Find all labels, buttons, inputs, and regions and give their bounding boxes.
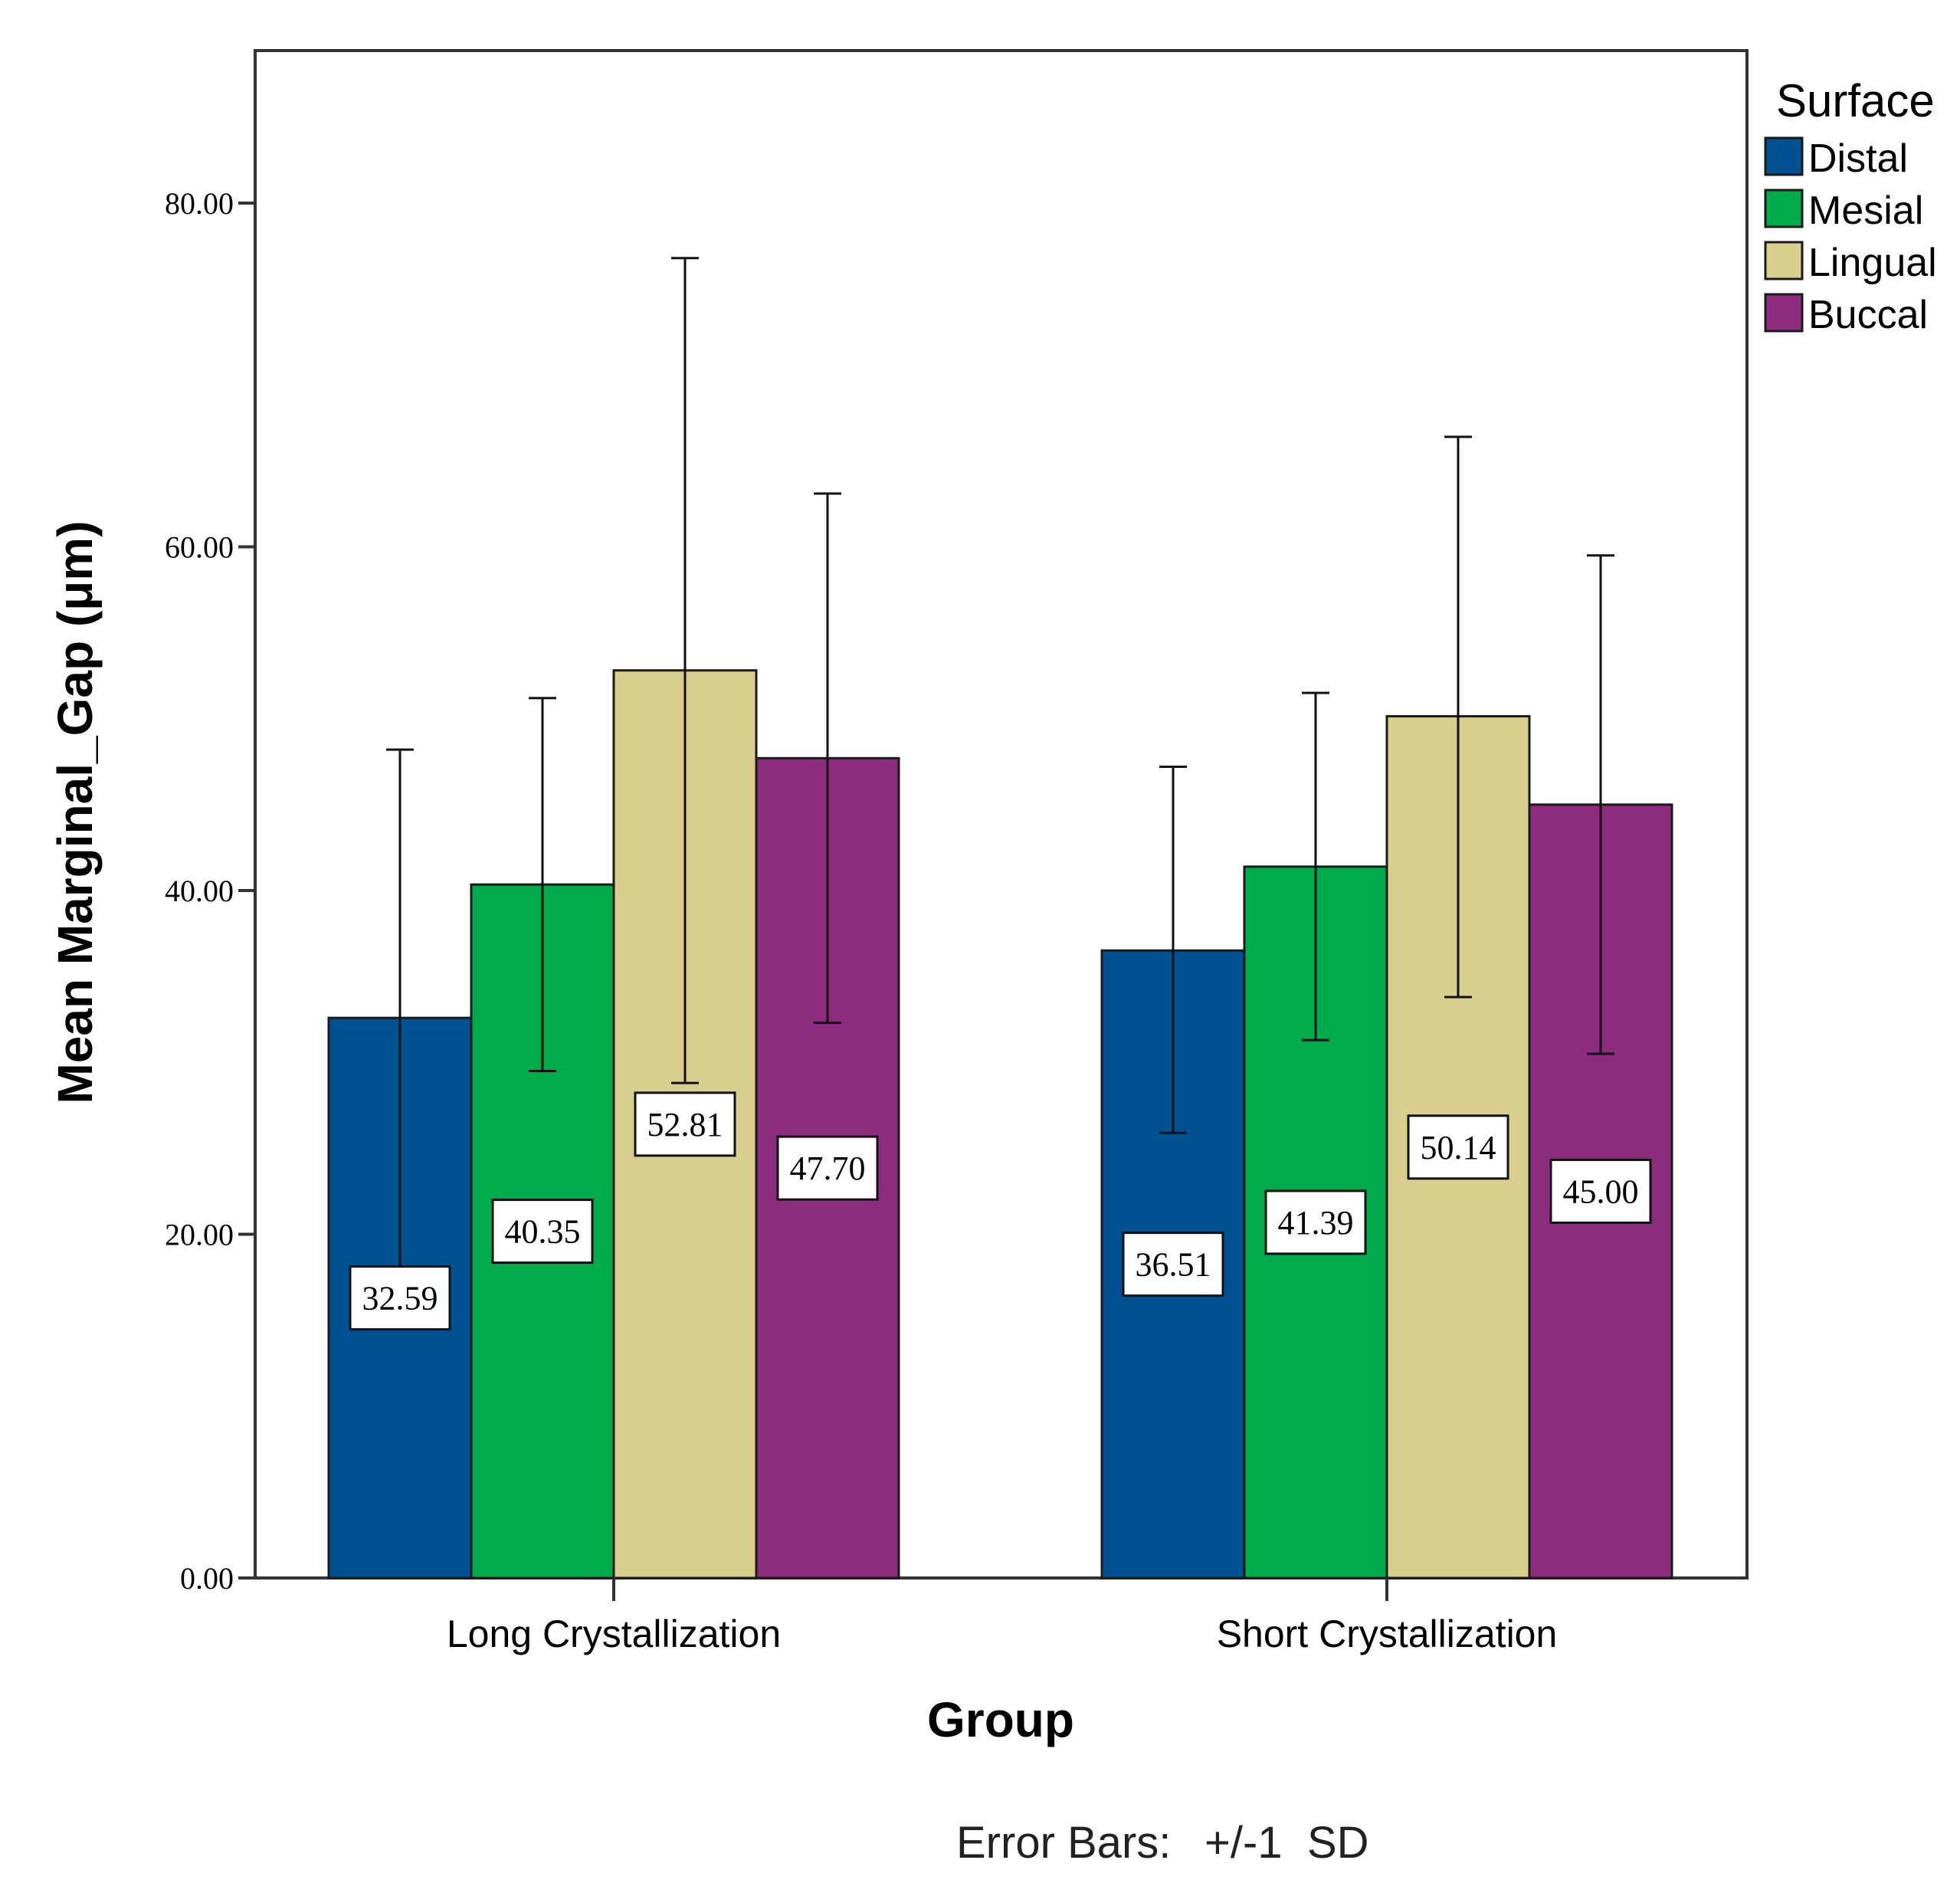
legend: Surface Distal Mesial Lingual Buccal [1764,75,1937,337]
legend-swatch-lingual [1764,241,1804,280]
y-axis: 0.00 20.00 40.00 60.00 80.00 [165,186,255,1596]
x-axis-title: Group [927,1692,1074,1747]
data-label: 52.81 [647,1106,723,1143]
data-label-box [1122,1232,1224,1297]
data-label: 40.35 [505,1213,581,1251]
data-label-box [1264,1189,1367,1255]
data-label: 45.00 [1563,1173,1639,1210]
legend-label-lingual: Lingual [1808,241,1937,285]
error-bars [386,257,1614,1288]
legend-swatch-mesial [1764,189,1804,228]
legend-swatch-distal [1764,136,1804,176]
data-label: 47.70 [790,1150,866,1187]
data-label-box [349,1265,451,1331]
data-label: 36.51 [1136,1246,1211,1284]
data-labels: 32.59 36.51 40.35 41.39 52.81 50.14 47.70 45.00 [349,1091,1652,1331]
legend-label-mesial: Mesial [1808,189,1923,233]
data-label-box [634,1091,736,1157]
x-category-label: Long Crystallization [447,1612,781,1655]
data-label-box [1549,1158,1652,1224]
footnote-value: +/-1 [1205,1818,1283,1868]
x-axis: Long Crystallization Short Crystallizatio… [447,1578,1557,1655]
y-tick-label: 20.00 [165,1218,234,1252]
data-label-box [1407,1114,1509,1180]
data-label-box [776,1135,879,1201]
data-label: 50.14 [1421,1129,1496,1166]
data-label: 32.59 [362,1280,438,1317]
legend-title: Surface [1776,75,1935,126]
footnote-suffix: SD [1307,1818,1369,1868]
y-tick-label: 0.00 [180,1561,234,1596]
data-label: 41.39 [1278,1204,1354,1242]
y-axis-title: Mean Marginal_Gap (μm) [48,520,103,1104]
legend-label-buccal: Buccal [1808,293,1928,337]
error-bars-footnote: Error Bars: +/-1 SD [956,1818,1369,1868]
data-label-box [491,1199,594,1265]
footnote-prefix: Error Bars: [956,1818,1171,1868]
legend-label-distal: Distal [1808,136,1908,181]
legend-swatch-buccal [1764,293,1804,333]
y-tick-label: 60.00 [165,530,234,565]
plot-frame [254,49,1749,1580]
y-tick-label: 80.00 [165,186,234,221]
x-category-label: Short Crystallization [1217,1612,1558,1655]
y-tick-label: 40.00 [165,874,234,908]
